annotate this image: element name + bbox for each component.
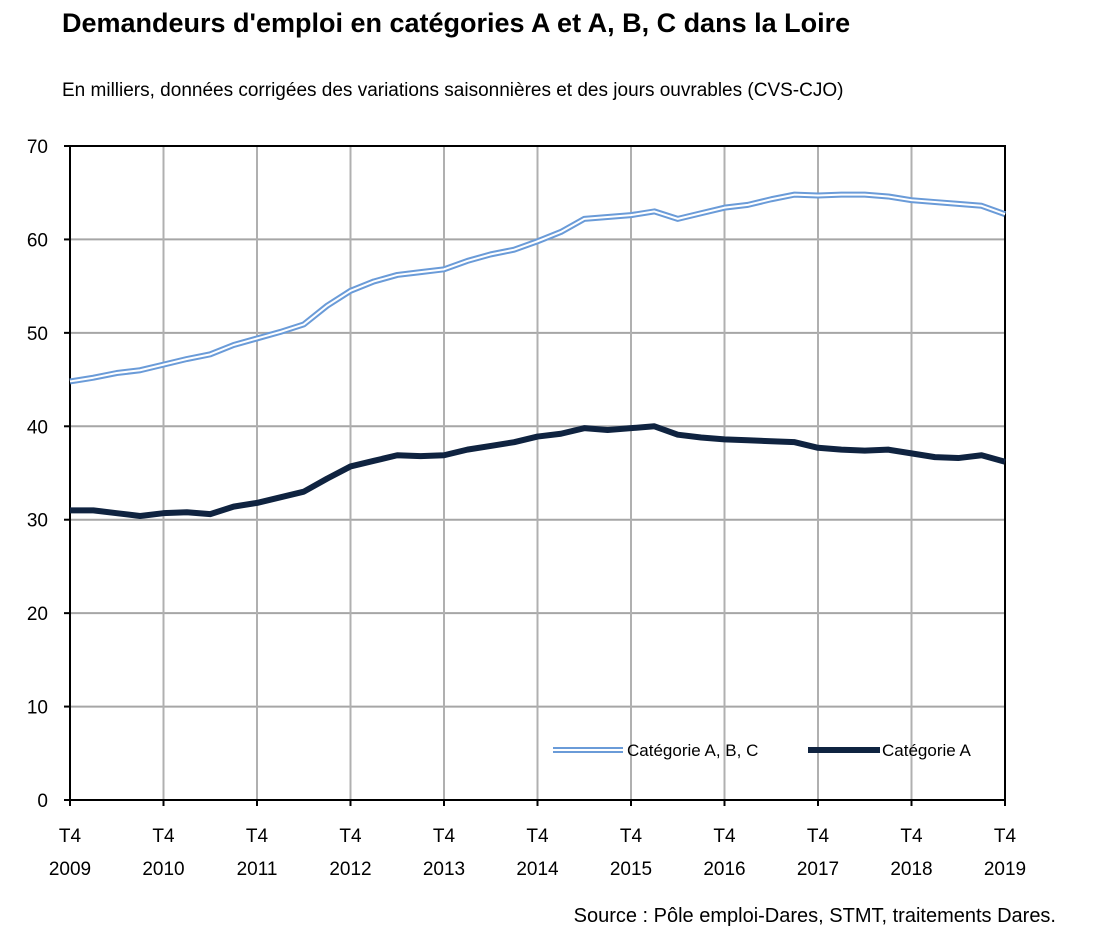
x-tick-label-year: 2016: [703, 859, 745, 880]
x-tick-label-year: 2018: [890, 859, 932, 880]
x-tick-label-quarter: T4: [994, 826, 1017, 847]
x-tick-label-year: 2011: [237, 859, 278, 880]
legend-label: Catégorie A, B, C: [627, 741, 758, 760]
x-tick-label-year: 2014: [516, 859, 559, 880]
x-tick-label-quarter: T4: [339, 826, 362, 847]
chart-source: Source : Pôle emploi-Dares, STMT, traite…: [573, 905, 1056, 927]
x-tick-label-quarter: T4: [526, 826, 549, 847]
x-tick-label-quarter: T4: [152, 826, 175, 847]
x-tick-label-quarter: T4: [620, 826, 643, 847]
x-tick-label-year: 2017: [797, 859, 839, 880]
x-tick-label-quarter: T4: [807, 826, 830, 847]
x-tick-label-year: 2013: [423, 859, 465, 880]
series-line-a: [70, 423, 1006, 519]
legend-label: Catégorie A: [882, 741, 971, 760]
y-tick-label: 20: [27, 604, 48, 625]
x-tick-label-year: 2009: [49, 859, 91, 880]
y-tick-label: 0: [37, 791, 48, 812]
chart-title: Demandeurs d'emploi en catégories A et A…: [62, 8, 851, 38]
plot-border: [69, 145, 1006, 801]
y-tick-label: 70: [27, 137, 48, 158]
x-tick-label-quarter: T4: [900, 826, 923, 847]
x-tick-label-year: 2019: [984, 859, 1026, 880]
x-tick-label-quarter: T4: [246, 826, 269, 847]
y-tick-label: 10: [27, 698, 48, 719]
x-tick-label-year: 2012: [329, 859, 371, 880]
x-tick-label-quarter: T4: [59, 826, 82, 847]
y-tick-label: 60: [27, 230, 48, 251]
series-line-abc-inner: [69, 193, 1006, 383]
chart-subtitle: En milliers, données corrigées des varia…: [62, 80, 844, 101]
x-tick-label-year: 2015: [610, 859, 652, 880]
x-tick-label-quarter: T4: [433, 826, 456, 847]
x-tick-label-year: 2010: [142, 859, 184, 880]
y-tick-label: 50: [27, 324, 48, 345]
x-tick-label-quarter: T4: [713, 826, 736, 847]
y-tick-label: 40: [27, 417, 48, 438]
y-tick-label: 30: [27, 511, 48, 532]
